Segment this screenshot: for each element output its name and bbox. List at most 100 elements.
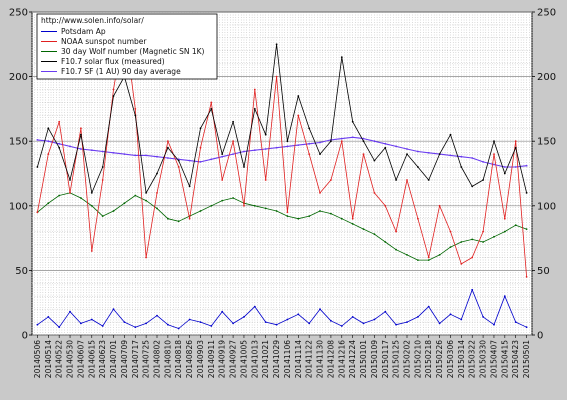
- data-point: [395, 179, 397, 181]
- data-point: [264, 148, 267, 150]
- data-point: [449, 230, 452, 233]
- data-point: [232, 197, 235, 199]
- x-tick-label: 20150322: [468, 340, 477, 378]
- data-point: [471, 238, 474, 241]
- y-tick-label-left: 250: [9, 8, 28, 19]
- data-point: [438, 254, 441, 256]
- data-point: [167, 146, 169, 149]
- data-point: [156, 155, 158, 158]
- y-tick-label-right: 50: [537, 266, 550, 277]
- data-point: [525, 276, 528, 278]
- data-point: [177, 327, 180, 330]
- data-point: [438, 204, 441, 207]
- x-tick-label: 20140615: [87, 340, 96, 378]
- legend-label: Potsdam Ap: [61, 27, 106, 36]
- data-point: [297, 313, 300, 316]
- legend-box: [36, 13, 218, 80]
- x-tick-label: 20140709: [120, 340, 129, 378]
- x-tick-label: 20141216: [337, 340, 346, 378]
- data-point: [384, 204, 387, 207]
- data-point: [286, 211, 289, 214]
- data-point: [417, 316, 419, 318]
- data-point: [503, 230, 506, 233]
- x-tick-label: 20140919: [218, 340, 227, 378]
- data-point: [243, 204, 245, 207]
- data-point: [47, 127, 50, 130]
- data-point: [514, 224, 517, 227]
- data-point: [275, 323, 278, 326]
- data-point: [145, 192, 148, 194]
- x-tick-label: 20150101: [359, 340, 368, 378]
- data-point: [438, 322, 441, 325]
- data-point: [330, 212, 332, 215]
- data-point: [482, 161, 484, 163]
- data-point: [221, 199, 224, 202]
- x-tick-label: 20140506: [33, 340, 42, 378]
- data-point: [36, 211, 39, 214]
- data-point: [134, 108, 137, 110]
- data-point: [514, 166, 517, 168]
- data-point: [373, 318, 376, 321]
- data-point: [373, 192, 376, 194]
- data-point: [427, 259, 430, 261]
- data-point: [112, 88, 115, 91]
- data-point: [232, 322, 235, 325]
- data-point: [514, 140, 517, 143]
- data-point: [156, 314, 158, 317]
- data-point: [253, 305, 256, 308]
- x-tick-label: 20150117: [381, 340, 390, 378]
- y-tick-label-left: 0: [22, 331, 28, 342]
- data-point: [460, 166, 463, 168]
- data-point: [362, 137, 365, 140]
- data-point: [58, 142, 61, 145]
- data-point: [243, 316, 245, 318]
- data-point: [406, 148, 408, 150]
- data-point: [384, 310, 387, 313]
- x-tick-label: 20150226: [435, 340, 444, 378]
- data-point: [134, 326, 137, 329]
- y-tick-label-right: 100: [537, 201, 556, 212]
- data-point: [482, 241, 484, 243]
- data-point: [199, 321, 202, 323]
- data-point: [123, 153, 126, 156]
- data-point: [145, 322, 148, 325]
- data-point: [308, 153, 311, 156]
- x-tick-label: 20140607: [76, 340, 85, 378]
- x-tick-label: 20150306: [446, 340, 455, 378]
- y-tick-label-right: 150: [537, 137, 556, 148]
- data-point: [330, 179, 332, 181]
- data-point: [297, 95, 300, 97]
- series-line: [37, 43, 527, 194]
- y-tick-label-left: 200: [9, 72, 28, 83]
- data-point: [188, 159, 191, 162]
- x-tick-label: 20150330: [479, 340, 488, 378]
- data-point: [308, 215, 311, 218]
- data-point: [406, 179, 408, 181]
- data-point: [69, 179, 71, 181]
- data-point: [80, 148, 82, 150]
- data-point: [232, 153, 235, 156]
- x-tick-label: 20141114: [294, 340, 303, 378]
- data-point: [188, 217, 191, 220]
- data-point: [308, 322, 311, 325]
- data-point: [275, 43, 278, 46]
- data-point: [460, 263, 463, 265]
- data-point: [156, 207, 158, 210]
- data-point: [156, 172, 158, 175]
- data-point: [145, 199, 148, 202]
- data-point: [417, 150, 419, 153]
- data-point: [199, 127, 202, 130]
- data-point: [417, 217, 419, 220]
- data-point: [221, 310, 224, 313]
- data-point: [493, 163, 495, 166]
- x-tick-label: 20140725: [142, 340, 151, 378]
- y-tick-label-right: 250: [537, 8, 556, 19]
- data-point: [232, 140, 235, 143]
- x-tick-label: 20140911: [207, 340, 216, 378]
- data-point: [90, 204, 93, 207]
- data-point: [503, 295, 506, 298]
- series-line: [37, 192, 527, 261]
- data-point: [525, 228, 528, 231]
- data-point: [493, 153, 495, 156]
- x-tick-label: 20150210: [413, 340, 422, 378]
